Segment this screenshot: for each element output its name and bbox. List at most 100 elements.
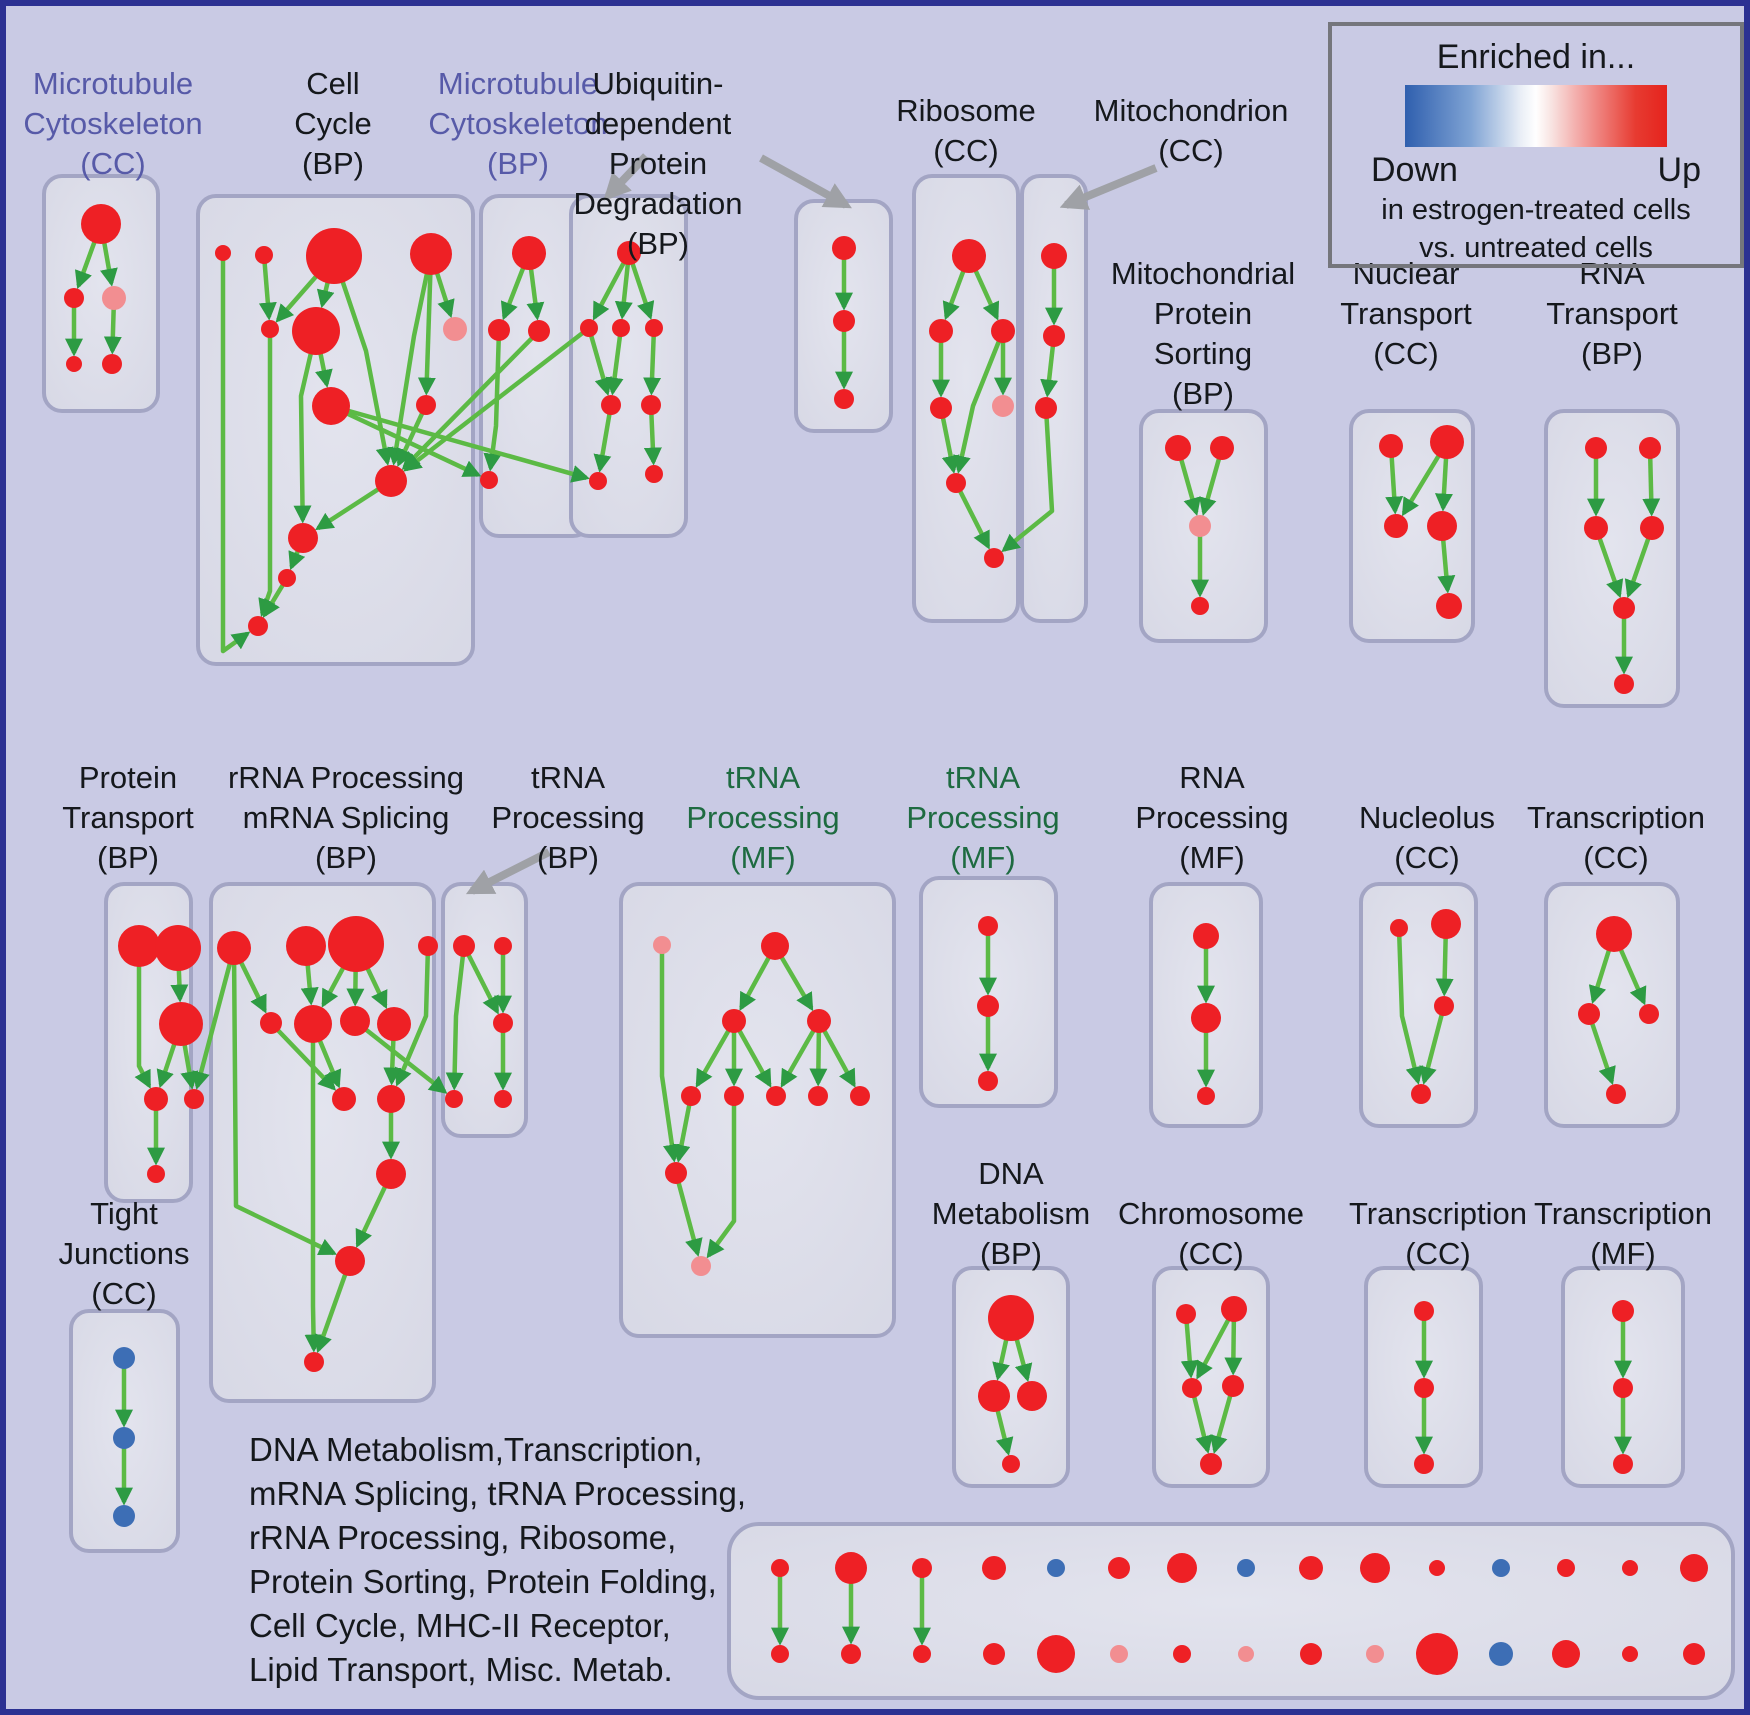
- graph-node-misc-9: [1360, 1553, 1390, 1583]
- graph-node-chromosome-1: [1221, 1296, 1247, 1322]
- graph-node-ubiquitin-1-0: [617, 241, 641, 265]
- graph-edge-chromosome-3: [1189, 1387, 1213, 1454]
- graph-node-protein-transport-2: [159, 1002, 203, 1046]
- graph-node-mito-sorting-2: [1189, 515, 1211, 537]
- graph-edge-cell-cycle-8: [387, 253, 434, 466]
- graph-node-ubiquitin-1-1: [580, 319, 598, 337]
- graph-edge-cell-cycle-0: [220, 253, 251, 654]
- graph-node-transcription-cc-2-1: [1414, 1378, 1434, 1398]
- graph-node-dna-metabolism-0: [988, 1295, 1034, 1341]
- graph-cross-edge-5: [192, 947, 237, 1090]
- graph-node-rna-processing-1: [1191, 1003, 1221, 1033]
- graph-node-rrna-mrna-1: [286, 926, 326, 966]
- graph-node-cell-cycle-2: [306, 228, 362, 284]
- cluster-box-transcription-cc-2: [1364, 1266, 1483, 1488]
- graph-node-dna-metabolism-2: [1017, 1381, 1047, 1411]
- graph-edge-microtubule-bp-2: [483, 329, 502, 472]
- graph-node-trna-mf-1-9: [665, 1162, 687, 1184]
- graph-node-rna-processing-0: [1193, 923, 1219, 949]
- graph-node-trna-mf-1-3: [807, 1009, 831, 1033]
- graph-node-misc-0: [771, 1559, 789, 1577]
- graph-node-misc-29: [1683, 1643, 1705, 1665]
- graph-node-protein-transport-0: [118, 925, 160, 967]
- graph-node-microtubule-bp-0: [512, 236, 546, 270]
- graph-node-cell-cycle-0: [215, 245, 231, 261]
- graph-node-trna-mf-1-8: [850, 1086, 870, 1106]
- graph-node-protein-transport-1: [155, 925, 201, 971]
- graph-cross-edge-4: [1001, 407, 1055, 553]
- graph-node-ribosome-0: [952, 239, 986, 273]
- graph-node-ribosome-1: [929, 319, 953, 343]
- cluster-box-rrna-mrna: [209, 882, 436, 1403]
- graph-node-misc-21: [1173, 1645, 1191, 1663]
- graph-edge-rrna-mrna-13: [314, 1260, 353, 1354]
- graph-node-mitochondrion-1: [1043, 325, 1065, 347]
- graph-node-rrna-mrna-10: [376, 1159, 406, 1189]
- graph-node-mito-sorting-3: [1191, 597, 1209, 615]
- graph-canvas: [42, 153, 1735, 1700]
- graph-node-misc-13: [1622, 1560, 1638, 1576]
- graph-node-cell-cycle-12: [248, 616, 268, 636]
- graph-node-chromosome-2: [1182, 1378, 1202, 1398]
- graph-edge-trna-mf-1-5: [780, 1019, 821, 1088]
- graph-node-misc-7: [1237, 1559, 1255, 1577]
- graph-node-trna-bp-0: [453, 935, 475, 957]
- graph-node-ubiquitin-2-2: [834, 389, 854, 409]
- cluster-label-dna-metabolism: DNA Metabolism (BP): [931, 1156, 1091, 1271]
- graph-node-misc-20: [1110, 1645, 1128, 1663]
- graph-node-trna-bp-2: [445, 1090, 463, 1108]
- graph-edge-trna-mf-1-4: [732, 1019, 772, 1088]
- graph-node-dna-metabolism-3: [1002, 1455, 1020, 1473]
- graph-cross-edge-6: [353, 1019, 448, 1094]
- graph-node-rna-transport-4: [1613, 597, 1635, 619]
- graph-node-dna-metabolism-1: [978, 1380, 1010, 1412]
- graph-node-trna-mf-1-4: [681, 1086, 701, 1106]
- graph-node-trna-mf-2-2: [978, 1071, 998, 1091]
- cluster-label-nuclear-transport: Nuclear Transport (CC): [1340, 256, 1472, 371]
- cluster-label-microtubule-cc: Microtubule Cytoskeleton (CC): [23, 66, 203, 181]
- graph-node-misc-18: [983, 1643, 1005, 1665]
- graph-edge-trna-mf-1-11: [706, 1096, 737, 1259]
- cluster-label-nucleolus: Nucleolus (CC): [1358, 800, 1496, 875]
- graph-node-microtubule-cc-1: [64, 288, 84, 308]
- graph-node-rrna-mrna-12: [304, 1352, 324, 1372]
- graph-node-transcription-mf-0: [1612, 1300, 1634, 1322]
- graph-node-microtubule-cc-4: [102, 354, 122, 374]
- graph-node-microtubule-bp-3: [480, 471, 498, 489]
- graph-node-rna-transport-0: [1585, 437, 1607, 459]
- graph-node-trna-mf-1-2: [722, 1009, 746, 1033]
- graph-edge-ubiquitin-1-6: [593, 404, 614, 473]
- graph-node-misc-26: [1489, 1642, 1513, 1666]
- cluster-box-rna-transport: [1544, 409, 1680, 708]
- graph-node-misc-24: [1366, 1645, 1384, 1663]
- legend-gradient-bar: [1405, 85, 1667, 147]
- graph-node-mito-sorting-1: [1210, 436, 1234, 460]
- cluster-box-transcription-cc-1: [1544, 882, 1680, 1128]
- graph-node-ribosome-2: [991, 319, 1015, 343]
- misc-clusters-text: DNA Metabolism,Transcription, mRNA Splic…: [249, 1431, 747, 1688]
- graph-node-rrna-mrna-0: [217, 931, 251, 965]
- graph-node-trna-bp-1: [494, 937, 512, 955]
- graph-node-ribosome-4: [992, 395, 1014, 417]
- graph-node-nucleolus-3: [1411, 1084, 1431, 1104]
- graph-edge-trna-bp-0: [461, 944, 500, 1015]
- graph-edge-trna-mf-1-10: [673, 1172, 703, 1257]
- graph-node-nucleolus-1: [1431, 909, 1461, 939]
- graph-edge-ubiquitin-1-0: [592, 251, 631, 321]
- cluster-box-ribosome: [912, 174, 1020, 623]
- legend-subtitle-line1: in estrogen-treated cells: [1381, 194, 1691, 226]
- graph-node-rna-transport-3: [1640, 516, 1664, 540]
- graph-edge-chromosome-4: [1210, 1385, 1236, 1454]
- graph-node-ubiquitin-1-2: [612, 319, 630, 337]
- graph-node-transcription-cc-1-2: [1639, 1004, 1659, 1024]
- layer-nodes: [64, 204, 1708, 1675]
- graph-edge-transcription-cc-1-2: [1586, 1013, 1616, 1086]
- cluster-label-ubiquitin: Ubiquitin- dependent Protein Degradation…: [573, 66, 743, 261]
- graph-edge-nucleolus-2: [1419, 1005, 1447, 1085]
- graph-node-trna-mf-1-6: [766, 1086, 786, 1106]
- graph-node-transcription-mf-1: [1613, 1378, 1633, 1398]
- graph-node-rrna-mrna-9: [377, 1085, 405, 1113]
- cluster-label-tight-junctions: Tight Junctions (CC): [58, 1196, 190, 1311]
- graph-node-rrna-mrna-11: [335, 1246, 365, 1276]
- graph-node-misc-23: [1300, 1643, 1322, 1665]
